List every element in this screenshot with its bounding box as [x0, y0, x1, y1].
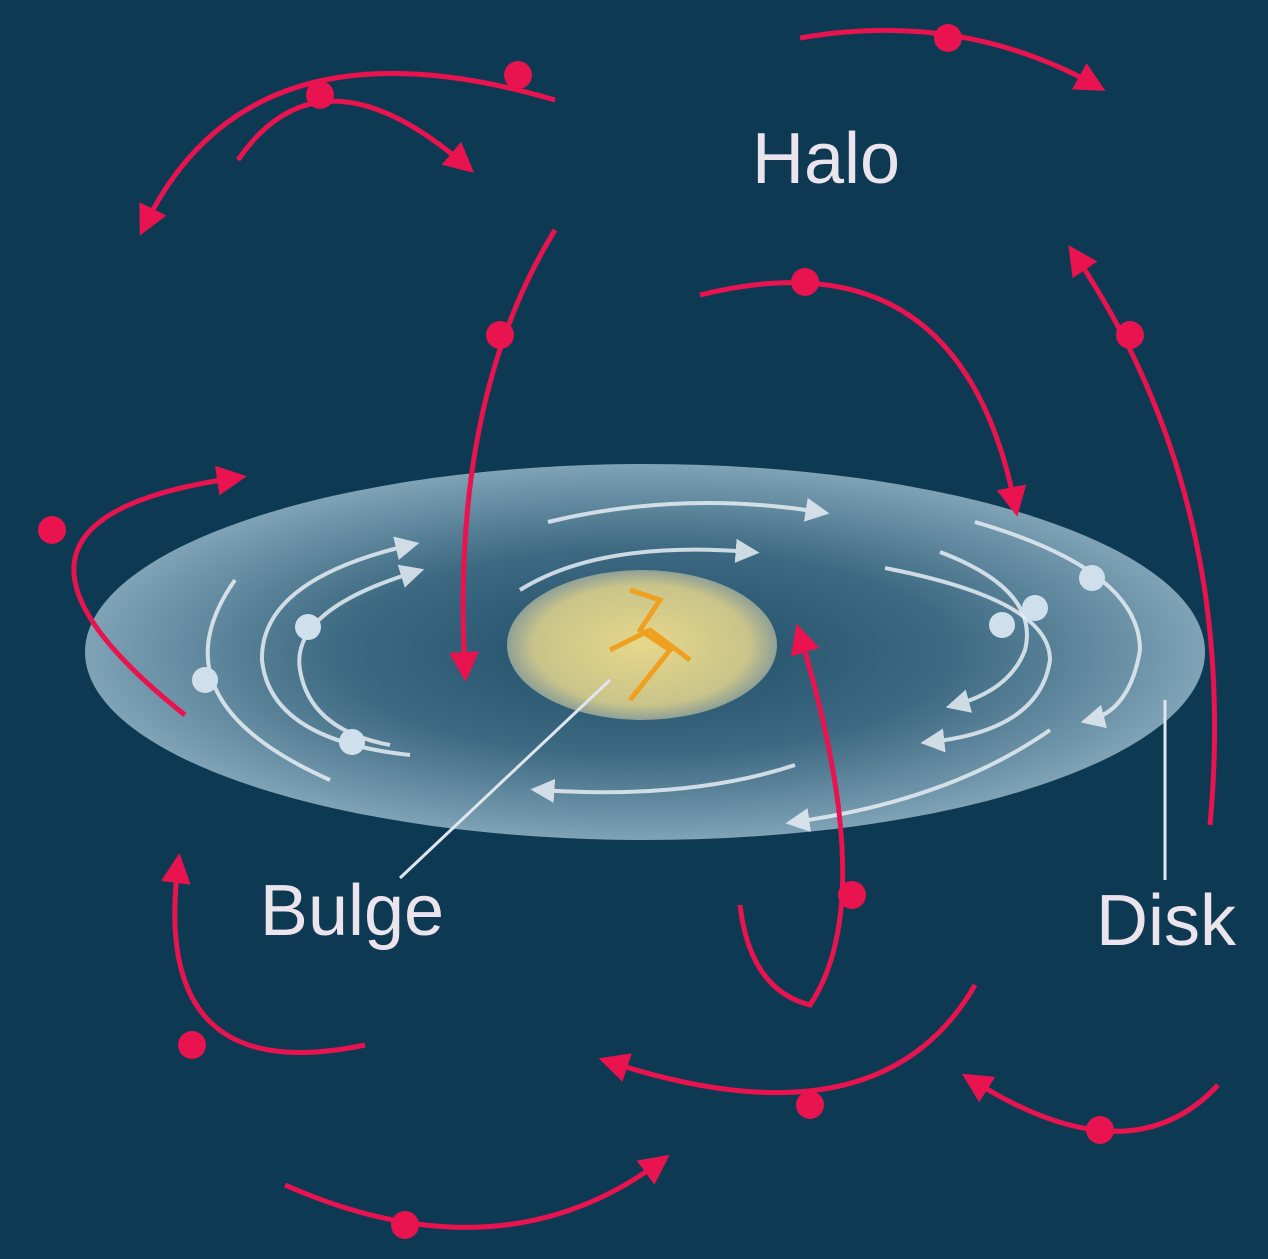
disk-label: Disk	[1096, 881, 1237, 961]
halo-label: Halo	[752, 119, 900, 199]
galaxy-diagram: Halo Bulge Disk	[0, 0, 1268, 1259]
page: Halo Bulge Disk (() => { const data = JS…	[0, 0, 1268, 1259]
bulge-label: Bulge	[260, 871, 444, 951]
